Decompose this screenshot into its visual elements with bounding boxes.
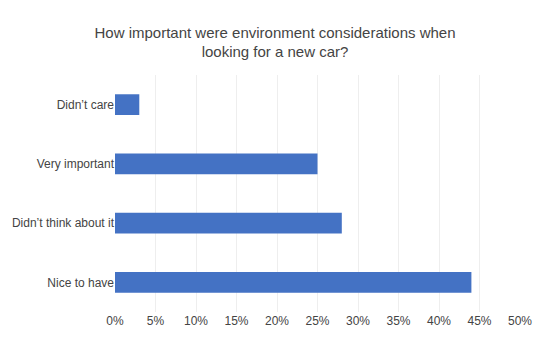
svg-text:30%: 30% [346,314,370,328]
svg-text:How important were environment: How important were environment considera… [94,24,455,61]
svg-text:20%: 20% [265,314,289,328]
svg-text:15%: 15% [224,314,248,328]
svg-text:25%: 25% [305,314,329,328]
svg-text:Didn’t care: Didn’t care [57,98,115,112]
svg-text:5%: 5% [147,314,165,328]
svg-text:10%: 10% [184,314,208,328]
svg-text:45%: 45% [467,314,491,328]
svg-text:35%: 35% [386,314,410,328]
svg-text:40%: 40% [427,314,451,328]
svg-text:Didn’t think about it: Didn’t think about it [12,216,115,230]
svg-text:Very important: Very important [37,157,115,171]
svg-text:50%: 50% [508,314,532,328]
svg-text:Nice to have: Nice to have [47,276,114,290]
svg-text:0%: 0% [106,314,124,328]
